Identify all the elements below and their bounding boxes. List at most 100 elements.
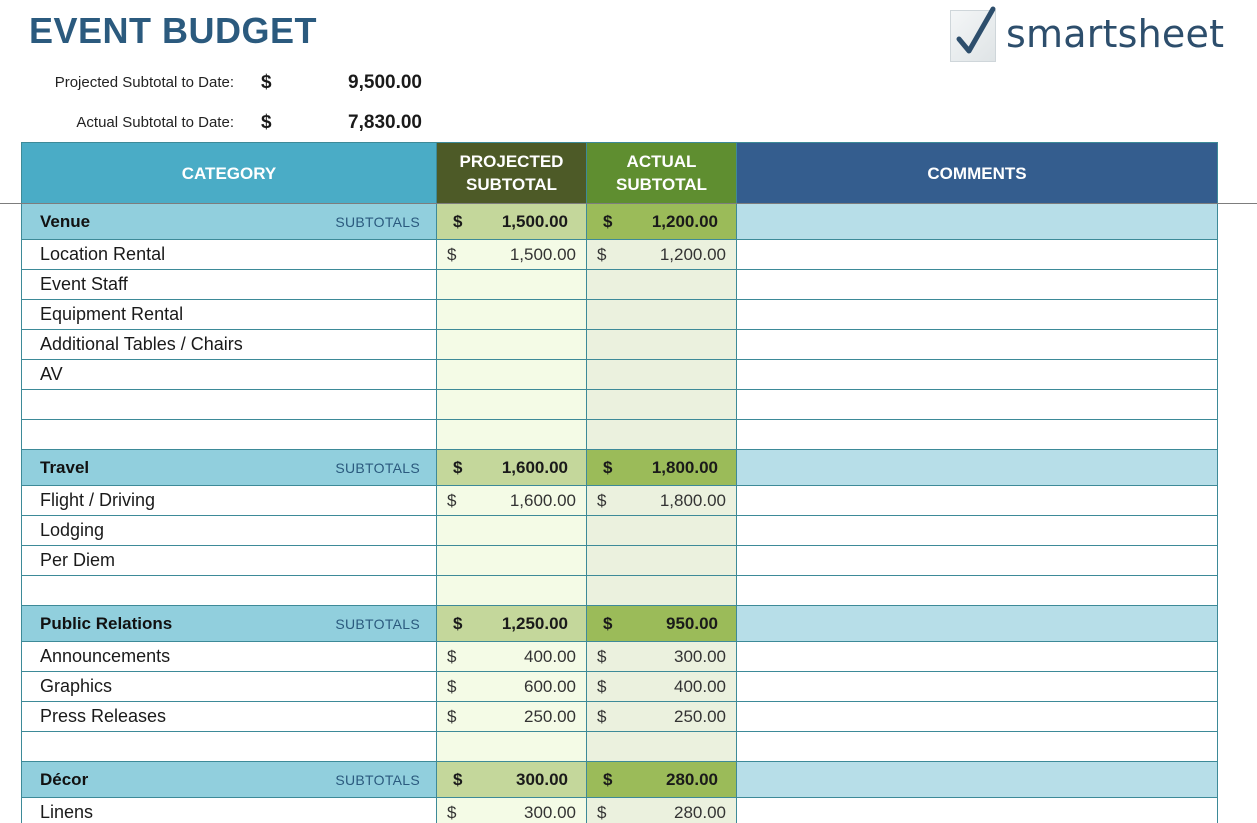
item-projected-cell[interactable]: $1,600.00 <box>436 485 587 516</box>
item-comments-cell[interactable] <box>736 299 1218 330</box>
item-projected-cell[interactable]: $300.00 <box>436 797 587 823</box>
item-comments-cell[interactable] <box>736 389 1218 420</box>
item-projected-cell[interactable]: $400.00 <box>436 641 587 672</box>
item-projected-cell[interactable]: $1,500.00 <box>436 239 587 270</box>
item-actual-cell[interactable]: $400.00 <box>586 671 737 702</box>
section-actual-subtotal[interactable]: $1,200.00 <box>586 203 737 240</box>
item-category-cell[interactable]: Linens <box>21 797 437 823</box>
item-actual-cell[interactable] <box>586 269 737 300</box>
item-category-cell[interactable]: Equipment Rental <box>21 299 437 330</box>
table-row <box>21 389 1218 420</box>
item-projected-cell[interactable] <box>436 419 587 450</box>
section-actual-subtotal[interactable]: $280.00 <box>586 761 737 798</box>
item-comments-cell[interactable] <box>736 545 1218 576</box>
item-actual-cell[interactable] <box>586 419 737 450</box>
section-category-cell[interactable]: Venue SUBTOTALS <box>21 203 437 240</box>
item-category-cell[interactable]: Lodging <box>21 515 437 546</box>
item-comments-cell[interactable] <box>736 575 1218 606</box>
item-comments-cell[interactable] <box>736 701 1218 732</box>
item-comments-cell[interactable] <box>736 329 1218 360</box>
section-actual-subtotal[interactable]: $1,800.00 <box>586 449 737 486</box>
item-projected-cell[interactable] <box>436 515 587 546</box>
table-row: Press Releases $250.00 $250.00 <box>21 701 1218 732</box>
item-comments-cell[interactable] <box>736 671 1218 702</box>
item-actual-cell[interactable] <box>586 299 737 330</box>
item-comments-cell[interactable] <box>736 419 1218 450</box>
item-name <box>22 394 40 414</box>
item-category-cell[interactable] <box>21 731 437 762</box>
item-comments-cell[interactable] <box>736 515 1218 546</box>
item-category-cell[interactable]: Location Rental <box>21 239 437 270</box>
item-actual-cell[interactable]: $1,200.00 <box>586 239 737 270</box>
item-comments-cell[interactable] <box>736 641 1218 672</box>
item-projected-cell[interactable]: $250.00 <box>436 701 587 732</box>
section-category-cell[interactable]: Décor SUBTOTALS <box>21 761 437 798</box>
section-name: Décor <box>40 769 89 789</box>
item-name <box>22 736 40 756</box>
currency-symbol: $ <box>453 457 463 477</box>
table-row: Graphics $600.00 $400.00 <box>21 671 1218 702</box>
item-actual-cell[interactable] <box>586 359 737 390</box>
section-comments-cell[interactable] <box>736 203 1218 240</box>
item-projected-cell[interactable] <box>436 545 587 576</box>
section-name: Venue <box>40 211 91 231</box>
item-category-cell[interactable]: Per Diem <box>21 545 437 576</box>
item-category-cell[interactable]: Press Releases <box>21 701 437 732</box>
item-category-cell[interactable]: Additional Tables / Chairs <box>21 329 437 360</box>
item-category-cell[interactable] <box>21 575 437 606</box>
actual-summary-currency: $ <box>261 112 272 133</box>
table-row: Flight / Driving $1,600.00 $1,800.00 <box>21 485 1218 516</box>
item-actual-cell[interactable]: $250.00 <box>586 701 737 732</box>
amount: 300.00 <box>516 769 568 789</box>
item-projected-cell[interactable] <box>436 359 587 390</box>
section-projected-subtotal[interactable]: $1,600.00 <box>436 449 587 486</box>
item-actual-cell[interactable]: $280.00 <box>586 797 737 823</box>
item-actual-cell[interactable]: $300.00 <box>586 641 737 672</box>
item-actual-cell[interactable] <box>586 575 737 606</box>
section-category-cell[interactable]: Travel SUBTOTALS <box>21 449 437 486</box>
item-comments-cell[interactable] <box>736 269 1218 300</box>
item-actual-cell[interactable]: $1,800.00 <box>586 485 737 516</box>
subtotals-label: SUBTOTALS <box>335 771 420 788</box>
item-actual-cell[interactable] <box>586 545 737 576</box>
amount: 280.00 <box>674 802 726 822</box>
item-name: Per Diem <box>40 550 116 570</box>
item-projected-cell[interactable] <box>436 575 587 606</box>
section-row: Venue SUBTOTALS $1,500.00 $1,200.00 <box>21 203 1218 240</box>
section-comments-cell[interactable] <box>736 761 1218 798</box>
item-comments-cell[interactable] <box>736 485 1218 516</box>
item-actual-cell[interactable] <box>586 731 737 762</box>
table-row: Announcements $400.00 $300.00 <box>21 641 1218 672</box>
item-category-cell[interactable] <box>21 389 437 420</box>
item-comments-cell[interactable] <box>736 359 1218 390</box>
header-actual-subtotal[interactable]: ACTUAL SUBTOTAL <box>586 142 737 204</box>
item-category-cell[interactable]: Graphics <box>21 671 437 702</box>
item-category-cell[interactable]: Event Staff <box>21 269 437 300</box>
item-category-cell[interactable]: AV <box>21 359 437 390</box>
section-projected-subtotal[interactable]: $1,500.00 <box>436 203 587 240</box>
item-actual-cell[interactable] <box>586 389 737 420</box>
item-category-cell[interactable]: Flight / Driving <box>21 485 437 516</box>
item-comments-cell[interactable] <box>736 239 1218 270</box>
item-category-cell[interactable] <box>21 419 437 450</box>
item-actual-cell[interactable] <box>586 329 737 360</box>
item-projected-cell[interactable] <box>436 389 587 420</box>
item-projected-cell[interactable]: $600.00 <box>436 671 587 702</box>
item-comments-cell[interactable] <box>736 731 1218 762</box>
item-projected-cell[interactable] <box>436 269 587 300</box>
header-comments[interactable]: COMMENTS <box>736 142 1218 204</box>
section-category-cell[interactable]: Public Relations SUBTOTALS <box>21 605 437 642</box>
section-comments-cell[interactable] <box>736 449 1218 486</box>
section-comments-cell[interactable] <box>736 605 1218 642</box>
item-projected-cell[interactable] <box>436 299 587 330</box>
item-projected-cell[interactable] <box>436 329 587 360</box>
item-category-cell[interactable]: Announcements <box>21 641 437 672</box>
header-category[interactable]: CATEGORY <box>21 142 437 204</box>
section-actual-subtotal[interactable]: $950.00 <box>586 605 737 642</box>
section-projected-subtotal[interactable]: $1,250.00 <box>436 605 587 642</box>
header-projected-subtotal[interactable]: PROJECTED SUBTOTAL <box>436 142 587 204</box>
section-projected-subtotal[interactable]: $300.00 <box>436 761 587 798</box>
item-actual-cell[interactable] <box>586 515 737 546</box>
item-projected-cell[interactable] <box>436 731 587 762</box>
item-comments-cell[interactable] <box>736 797 1218 823</box>
